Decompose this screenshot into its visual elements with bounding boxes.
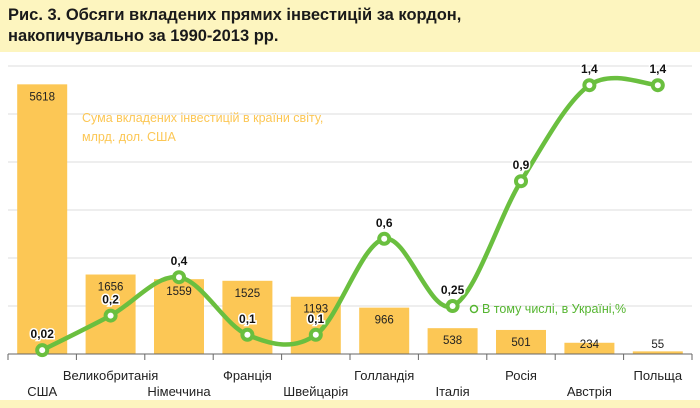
legend-line-label: В тому числі, в Україні,% — [482, 302, 626, 316]
category-label-2: Німеччина — [147, 384, 211, 399]
chart-header: Рис. 3. Обсяги вкладених прямих інвестиц… — [0, 0, 700, 52]
bar-value-label-8: 234 — [580, 339, 600, 351]
line-value-label-3: 0,1 — [239, 312, 256, 326]
chart-title-line-2: накопичувально за 1990-2013 рр. — [8, 27, 279, 45]
line-marker-center-1 — [107, 312, 114, 319]
bar-value-label-4: 1193 — [303, 304, 328, 316]
category-label-3: Франція — [223, 368, 272, 383]
bar-value-label-9: 55 — [651, 339, 664, 351]
category-label-7: Росія — [505, 368, 537, 383]
line-value-label-0: 0,02 — [31, 327, 55, 341]
bar-9 — [632, 351, 683, 354]
line-marker-center-3 — [244, 331, 251, 338]
bar-value-label-2: 1559 — [166, 286, 192, 298]
bar-2 — [154, 279, 204, 354]
category-label-9: Польща — [634, 368, 683, 383]
line-marker-center-7 — [518, 178, 524, 185]
line-value-label-6: 0,25 — [441, 283, 465, 297]
bar-5 — [359, 307, 410, 354]
chart-title-line-1: Рис. 3. Обсяги вкладених прямих інвестиц… — [8, 6, 462, 24]
line-value-label-7: 0,9 — [513, 158, 530, 172]
line-marker-center-5 — [381, 235, 388, 242]
category-label-1: Великобританія — [63, 368, 158, 383]
bottom-strip — [0, 400, 700, 408]
bar-value-label-0: 5618 — [29, 91, 55, 103]
category-label-0: США — [27, 384, 57, 399]
legend-bar-line-2: млрд. дол. США — [82, 130, 176, 144]
bar-0 — [17, 84, 68, 354]
bar-8 — [564, 342, 615, 354]
legend-line-marker — [469, 304, 479, 314]
line-marker-center-6 — [449, 303, 456, 309]
line-marker-center-9 — [654, 82, 661, 89]
category-label-5: Голландія — [354, 368, 414, 383]
category-label-4: Швейцарія — [283, 384, 348, 399]
bar-value-label-7: 501 — [511, 337, 530, 349]
line-marker-center-2 — [176, 274, 182, 281]
bar-value-label-1: 1656 — [98, 282, 124, 294]
line-marker-center-0 — [39, 347, 46, 354]
category-label-6: Італія — [436, 384, 470, 399]
category-label-8: Австрія — [567, 384, 612, 399]
line-marker-center-4 — [312, 331, 319, 338]
line-marker-center-8 — [586, 82, 593, 89]
line-value-label-4: 0,1 — [307, 312, 324, 326]
line-value-label-1: 0,2 — [102, 293, 119, 307]
bar-value-label-6: 538 — [443, 335, 462, 347]
line-value-label-5: 0,6 — [376, 216, 393, 230]
line-value-label-9: 1,4 — [649, 62, 666, 76]
line-value-label-8: 1,4 — [581, 62, 598, 76]
legend-bar-line-1: Сума вкладених інвестицій в країни світу… — [82, 111, 323, 125]
bar-6 — [427, 328, 478, 354]
bar-7 — [496, 329, 546, 354]
share-line — [39, 75, 661, 353]
line-value-label-2: 0,4 — [171, 254, 188, 268]
bar-value-label-3: 1525 — [235, 288, 261, 300]
bar-value-label-5: 966 — [375, 315, 394, 327]
